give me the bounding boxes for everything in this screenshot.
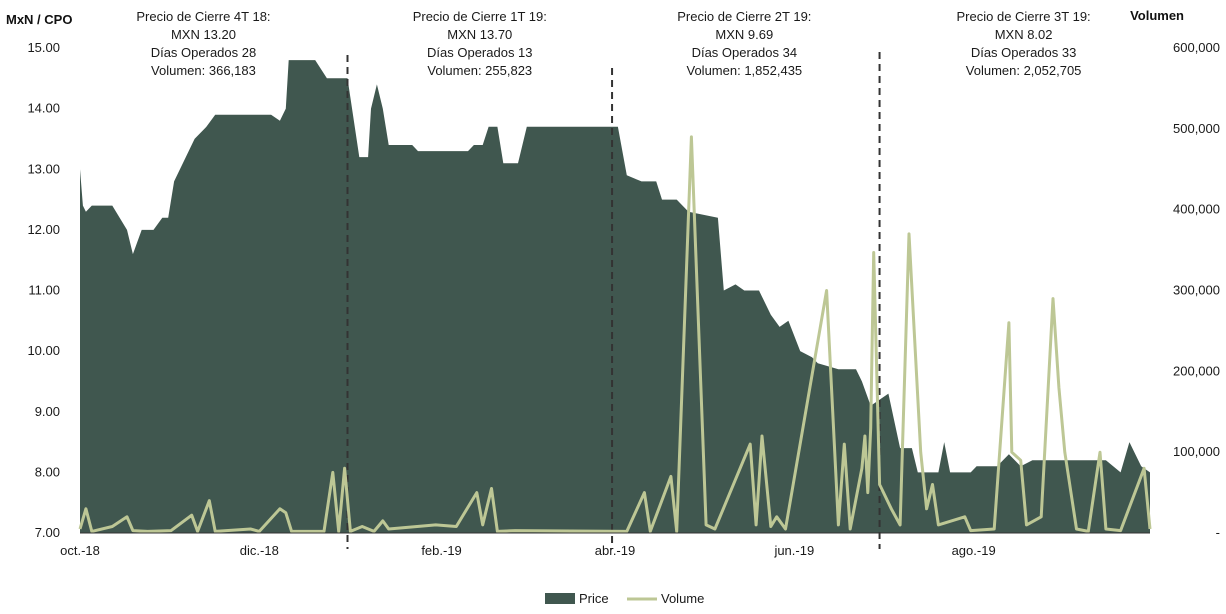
quarter-annotation: Precio de Cierre 3T 19: MXN 8.02 Días Oper… bbox=[957, 9, 1091, 78]
x-tick-label: dic.-18 bbox=[240, 543, 279, 558]
y-left-tick-label: 12.00 bbox=[27, 222, 60, 237]
annotation-line: Precio de Cierre 3T 19: bbox=[957, 9, 1091, 24]
price-area-layer bbox=[80, 60, 1150, 533]
y-left-axis-title: MxN / CPO bbox=[6, 12, 72, 27]
y-right-tick-label: 400,000 bbox=[1173, 202, 1220, 217]
y-left-tick-label: 15.00 bbox=[27, 40, 60, 55]
y-right-tick-label: - bbox=[1216, 525, 1220, 540]
price-area bbox=[80, 60, 1150, 533]
y-right-tick-label: 200,000 bbox=[1173, 363, 1220, 378]
annotation-line: Días Operados 34 bbox=[692, 45, 798, 60]
x-tick-label: abr.-19 bbox=[595, 543, 635, 558]
annotation-line: MXN 13.70 bbox=[447, 27, 512, 42]
y-left-tick-label: 8.00 bbox=[35, 464, 60, 479]
y-left-tick-label: 11.00 bbox=[28, 283, 60, 298]
y-right-axis-title: Volumen bbox=[1130, 8, 1184, 23]
annotation-line: Días Operados 13 bbox=[427, 45, 533, 60]
annotation-line: MXN 13.20 bbox=[171, 27, 236, 42]
annotation-line: Precio de Cierre 1T 19: bbox=[413, 9, 547, 24]
annotation-line: MXN 9.69 bbox=[715, 27, 773, 42]
quarter-annotation: Precio de Cierre 2T 19: MXN 9.69 Días Oper… bbox=[677, 9, 811, 78]
y-left-tick-label: 13.00 bbox=[27, 161, 60, 176]
y-left-tick-label: 10.00 bbox=[27, 343, 60, 358]
y-left-tick-label: 7.00 bbox=[35, 525, 60, 540]
y-right-tick-label: 100,000 bbox=[1173, 444, 1220, 459]
annotation-line: Volumen: 1,852,435 bbox=[687, 63, 803, 78]
annotation-line: Días Operados 28 bbox=[151, 45, 257, 60]
volume-line-layer bbox=[78, 135, 1152, 533]
x-tick-label: feb.-19 bbox=[421, 543, 461, 558]
quarter-annotation: Precio de Cierre 1T 19: MXN 13.70 Días Ope… bbox=[413, 9, 547, 78]
x-tick-label: oct.-18 bbox=[60, 543, 100, 558]
annotation-line: Volumen: 366,183 bbox=[151, 63, 256, 78]
annotation-line: Volumen: 2,052,705 bbox=[966, 63, 1082, 78]
annotation-line: MXN 8.02 bbox=[995, 27, 1053, 42]
volume-line bbox=[78, 135, 1152, 533]
legend-label-volume: Volume bbox=[661, 591, 704, 606]
y-left-tick-label: 14.00 bbox=[27, 101, 60, 116]
x-tick-label: jun.-19 bbox=[773, 543, 814, 558]
legend-swatch-price bbox=[545, 593, 575, 604]
y-right-tick-label: 500,000 bbox=[1173, 121, 1220, 136]
x-tick-label: ago.-19 bbox=[952, 543, 996, 558]
annotation-line: Precio de Cierre 2T 19: bbox=[677, 9, 811, 24]
legend: Price Volume bbox=[545, 591, 704, 606]
annotation-line: Volumen: 255,823 bbox=[427, 63, 532, 78]
quarter-annotation: Precio de Cierre 4T 18: MXN 13.20 Días Ope… bbox=[136, 9, 270, 78]
y-right-tick-label: 600,000 bbox=[1173, 40, 1220, 55]
legend-label-price: Price bbox=[579, 591, 609, 606]
annotation-line: Días Operados 33 bbox=[971, 45, 1077, 60]
y-left-tick-label: 9.00 bbox=[35, 404, 60, 419]
y-right-tick-label: 300,000 bbox=[1173, 283, 1220, 298]
annotation-line: Precio de Cierre 4T 18: bbox=[136, 9, 270, 24]
axes: 7.00 8.00 9.00 10.00 11.00 12.00 13.00 14.00 15.… bbox=[6, 8, 1220, 558]
annotations: Precio de Cierre 4T 18: MXN 13.20 Días Ope… bbox=[136, 9, 1090, 78]
